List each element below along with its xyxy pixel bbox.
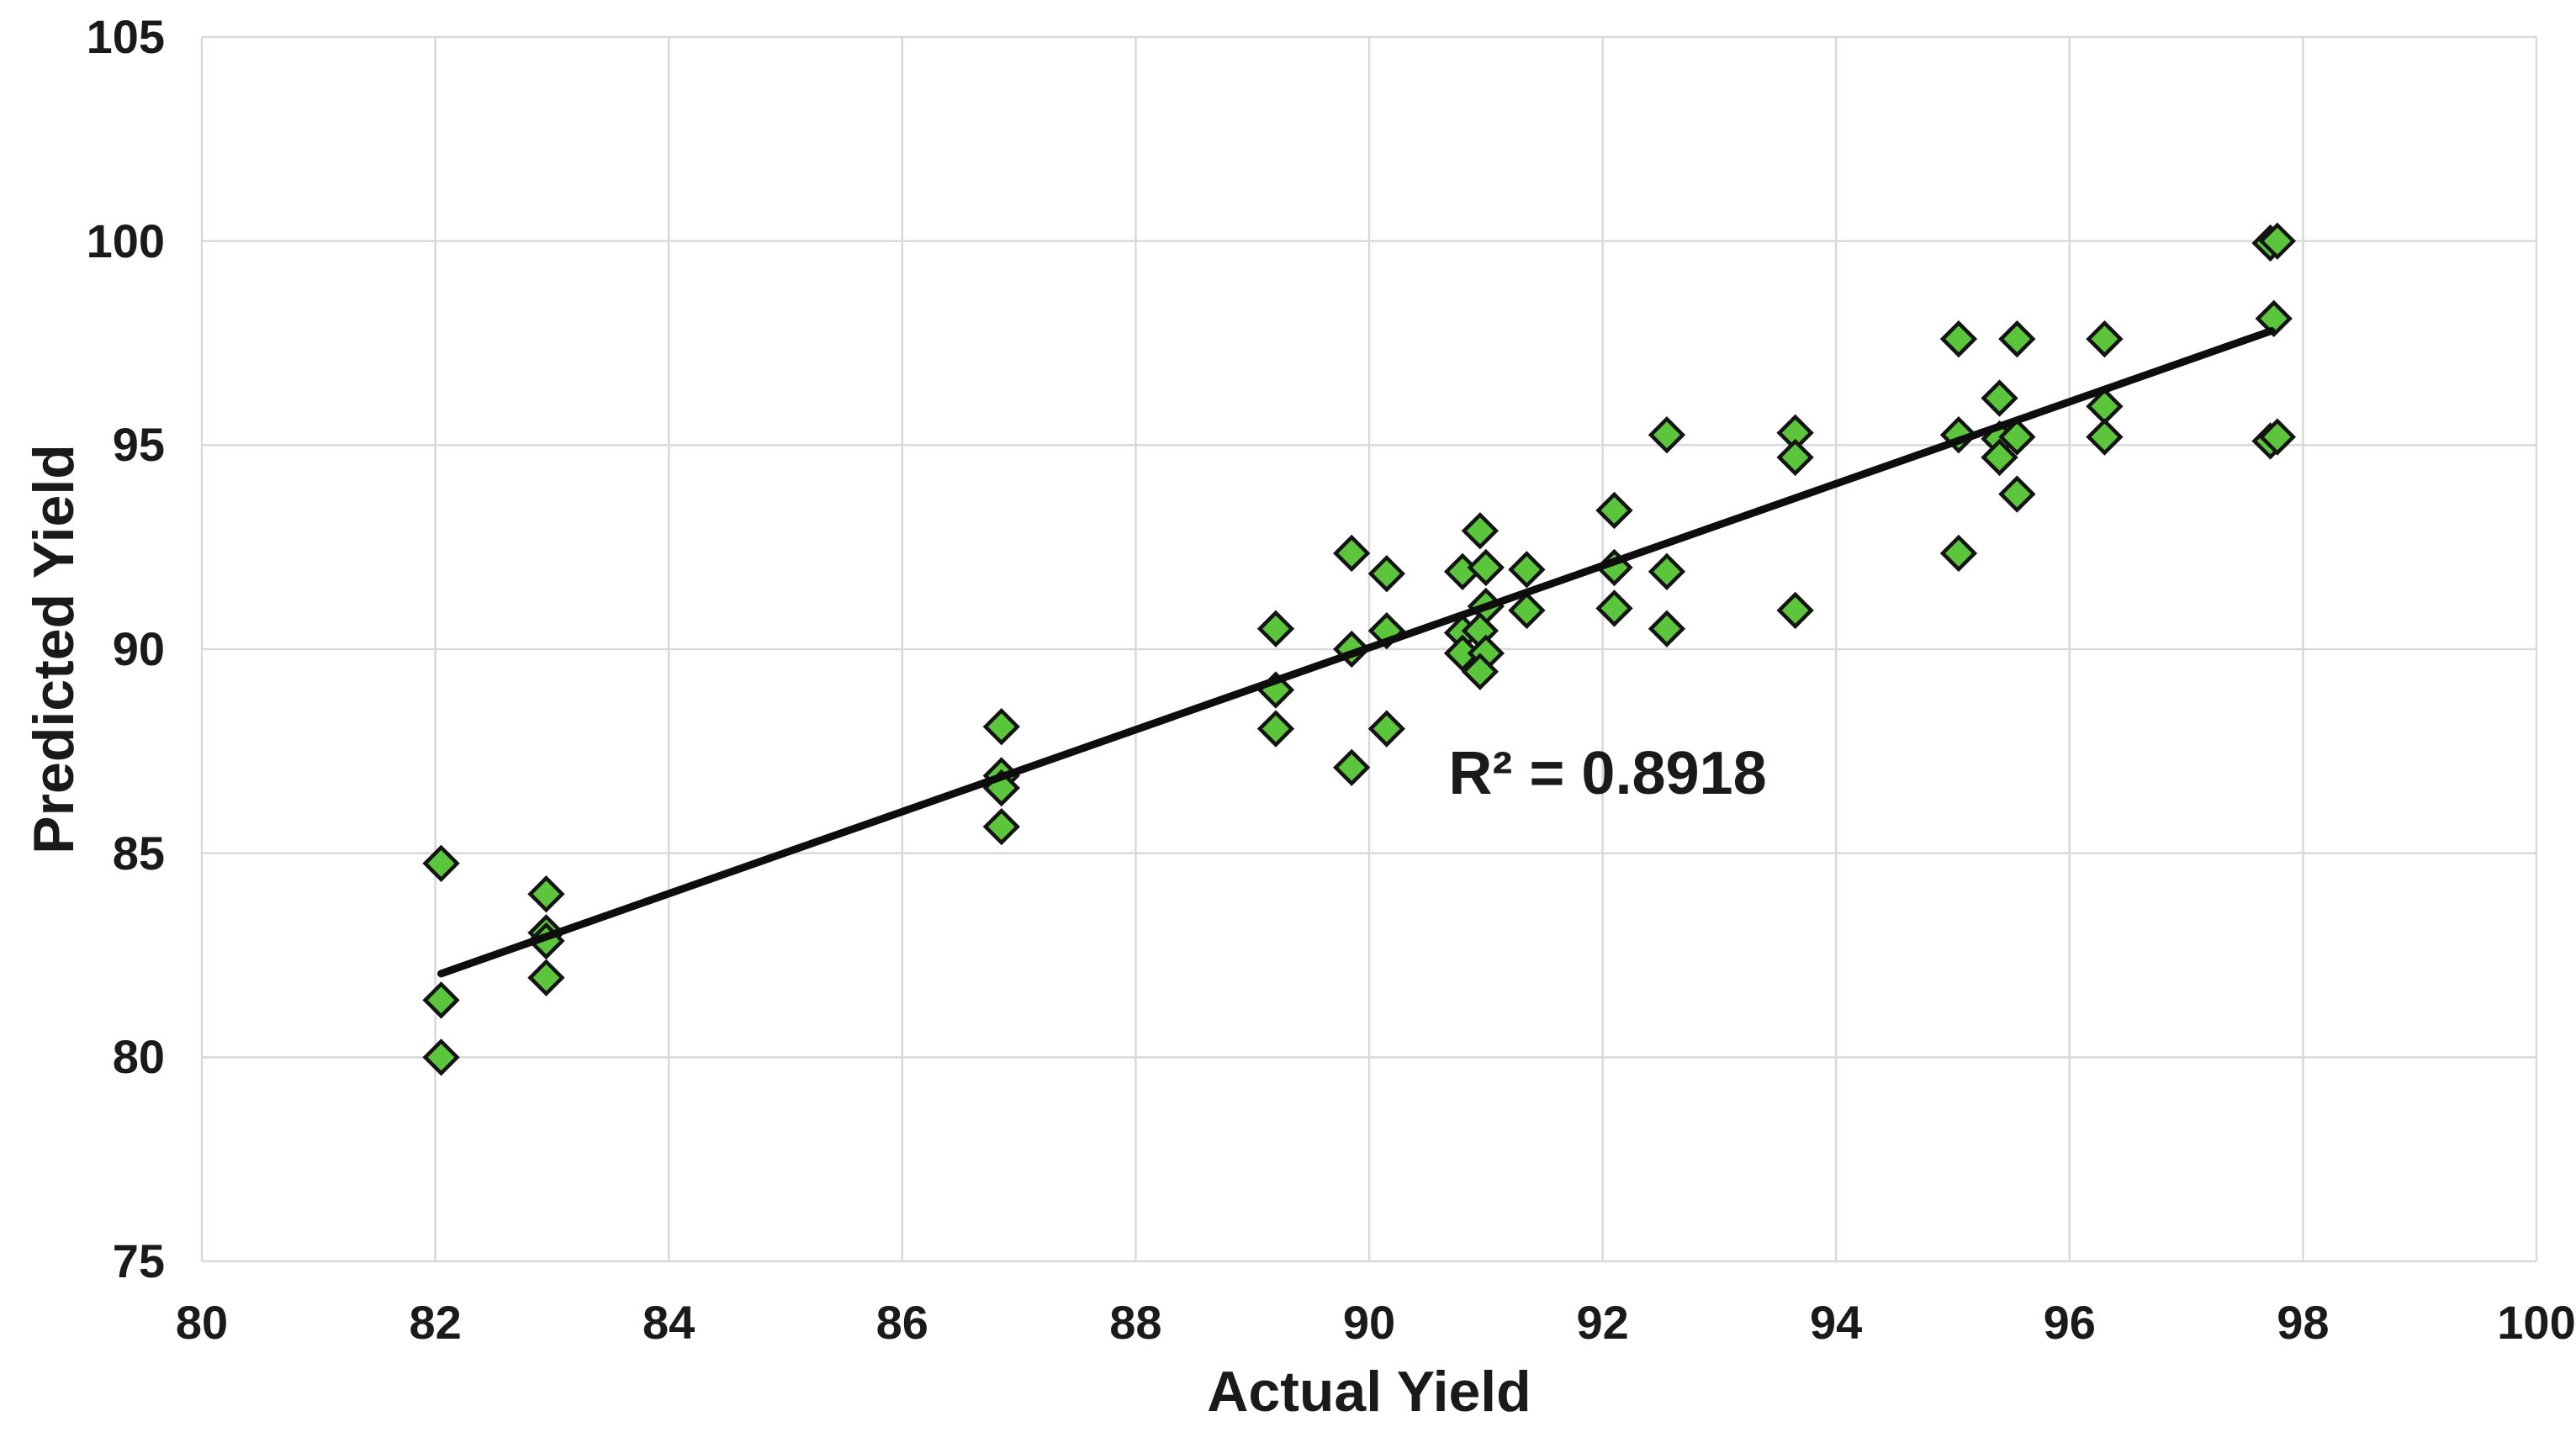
y-tick-label: 75 bbox=[112, 1234, 165, 1287]
data-point-marker bbox=[1998, 320, 2036, 358]
x-tick-label: 92 bbox=[1576, 1296, 1629, 1349]
x-tick-label: 80 bbox=[175, 1296, 229, 1349]
data-point-marker bbox=[1508, 551, 1546, 589]
data-point-marker bbox=[982, 807, 1020, 846]
y-tick-label: 80 bbox=[112, 1030, 165, 1084]
data-point-marker bbox=[1467, 548, 1505, 587]
x-tick-label: 100 bbox=[2497, 1296, 2576, 1349]
data-point-marker bbox=[527, 875, 565, 913]
x-tick-label: 82 bbox=[409, 1296, 462, 1349]
y-axis-title: Predicted Yield bbox=[22, 444, 86, 854]
y-tick-label: 90 bbox=[112, 622, 165, 675]
data-point-marker bbox=[1981, 379, 2018, 417]
x-tick-label: 96 bbox=[2043, 1296, 2096, 1349]
data-point-marker bbox=[1998, 418, 2036, 456]
trend-line bbox=[437, 326, 2276, 978]
x-tick-label: 86 bbox=[875, 1296, 928, 1349]
data-point-marker bbox=[1776, 591, 1814, 630]
data-point-marker bbox=[1595, 491, 1633, 530]
data-point-marker bbox=[2086, 320, 2124, 358]
data-point-marker bbox=[1981, 438, 2018, 477]
data-point-marker bbox=[982, 708, 1020, 746]
data-point-marker bbox=[1461, 653, 1500, 690]
data-point-marker bbox=[1508, 591, 1546, 630]
y-tick-label: 100 bbox=[86, 214, 165, 267]
data-point-marker bbox=[1461, 512, 1500, 550]
y-tick-label: 95 bbox=[112, 418, 165, 472]
data-point-marker bbox=[1939, 320, 1978, 358]
data-point-marker bbox=[1367, 710, 1406, 748]
x-tick-label: 94 bbox=[1810, 1296, 1863, 1349]
data-point-marker bbox=[422, 844, 460, 882]
data-point-marker bbox=[2255, 299, 2293, 338]
data-point-marker bbox=[527, 959, 565, 996]
y-tick-label: 105 bbox=[86, 10, 165, 63]
data-point-marker bbox=[1256, 610, 1295, 647]
data-point-marker bbox=[1256, 710, 1295, 748]
data-point-marker bbox=[1367, 555, 1406, 593]
x-tick-label: 90 bbox=[1342, 1296, 1396, 1349]
x-tick-label: 84 bbox=[643, 1296, 696, 1349]
data-point-marker bbox=[422, 981, 460, 1019]
x-tick-label: 98 bbox=[2277, 1296, 2330, 1349]
r-squared-annotation: R² = 0.8918 bbox=[1448, 740, 1767, 808]
data-point-marker bbox=[2258, 222, 2297, 260]
data-point-marker bbox=[1776, 438, 1814, 477]
data-point-marker bbox=[1648, 610, 1686, 647]
data-point-marker bbox=[1595, 589, 1633, 627]
x-axis-title: Actual Yield bbox=[1207, 1360, 1531, 1424]
data-point-marker bbox=[2086, 418, 2124, 456]
data-point-marker bbox=[1332, 748, 1371, 786]
data-point-marker bbox=[1648, 552, 1686, 590]
data-point-marker bbox=[2258, 418, 2297, 456]
data-point-marker bbox=[422, 1038, 460, 1076]
y-tick-label: 85 bbox=[112, 826, 165, 880]
data-point-marker bbox=[1648, 416, 1686, 454]
data-point-marker bbox=[1332, 534, 1371, 573]
data-point-marker bbox=[1998, 475, 2036, 513]
data-point-marker bbox=[1939, 534, 1978, 573]
x-tick-label: 88 bbox=[1109, 1296, 1162, 1349]
